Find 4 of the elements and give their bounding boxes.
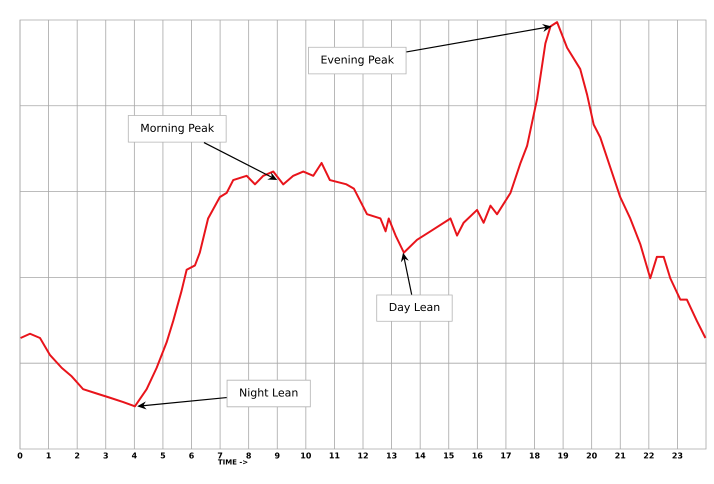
annotation: Night Lean [240,388,298,399]
annotation: Evening Peak [322,55,394,66]
annotation: Morning Peak [141,124,214,134]
annotation: Day Lean [390,302,440,314]
